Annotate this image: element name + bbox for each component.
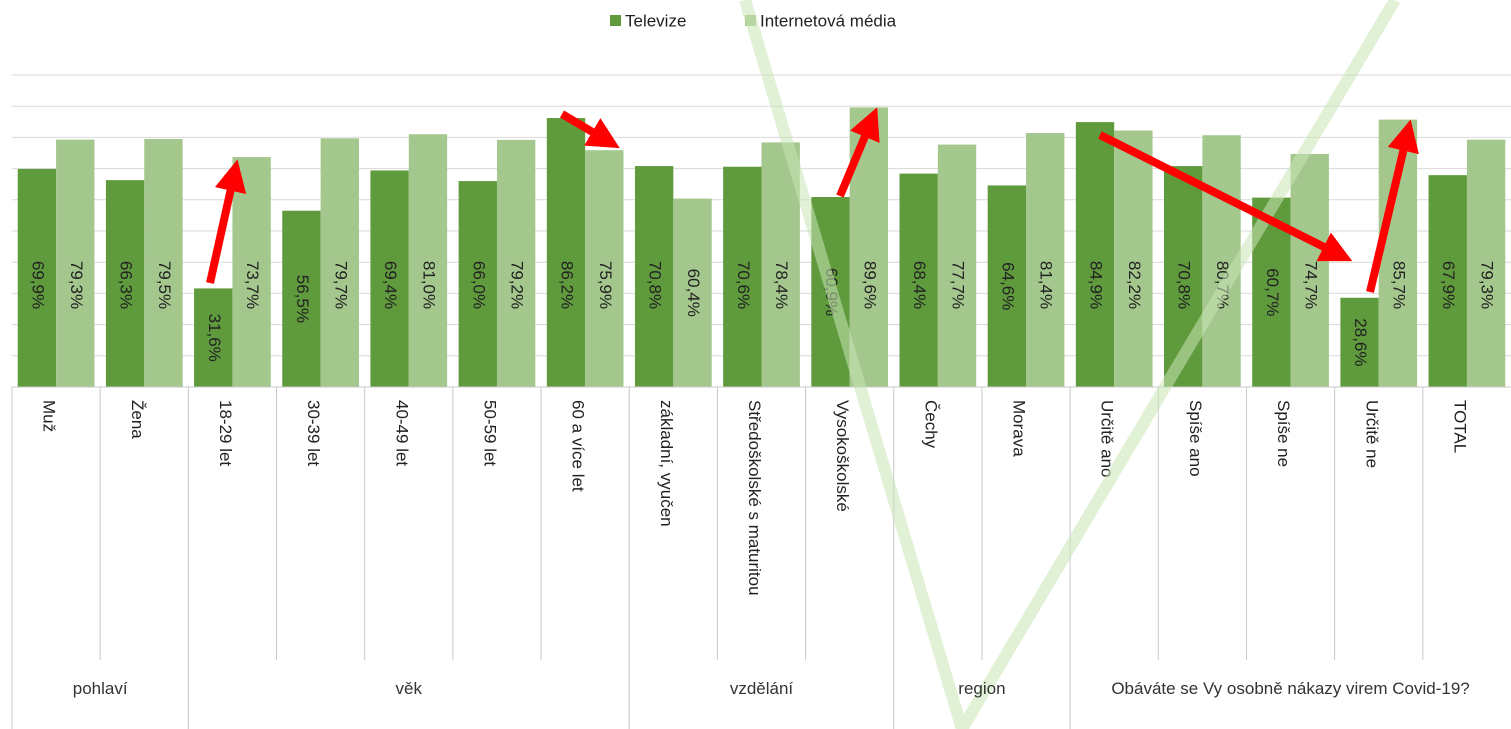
x-tick-label: Žena xyxy=(128,400,147,439)
group-label: vzdělání xyxy=(729,679,794,698)
bar xyxy=(1026,133,1065,387)
data-label: 69,9% xyxy=(28,261,47,309)
bar xyxy=(937,144,977,387)
data-label: 81,0% xyxy=(419,261,438,309)
data-label: 86,2% xyxy=(557,261,576,309)
bar xyxy=(1340,297,1379,387)
bar xyxy=(899,173,938,387)
bar xyxy=(1428,175,1467,387)
group-label: pohlaví xyxy=(72,679,128,698)
x-tick-label: 30-39 let xyxy=(304,400,323,466)
data-label: 60,4% xyxy=(684,269,703,317)
data-label: 31,6% xyxy=(205,314,224,362)
bar xyxy=(370,170,409,387)
x-tick-label: Určitě ne xyxy=(1362,400,1381,468)
legend-label: Televize xyxy=(625,11,686,30)
bar xyxy=(1114,130,1153,387)
bar xyxy=(1075,122,1115,387)
group-label: Obáváte se Vy osobně nákazy virem Covid-… xyxy=(1111,679,1470,698)
bar xyxy=(282,210,321,387)
data-label: 75,9% xyxy=(596,261,615,309)
bar xyxy=(232,157,271,387)
arrow xyxy=(836,107,880,198)
arrow xyxy=(206,159,247,284)
data-label: 68,4% xyxy=(910,261,929,309)
overlay-line xyxy=(739,0,968,729)
bar xyxy=(56,139,95,387)
data-label: 56,5% xyxy=(293,275,312,323)
data-label: 78,4% xyxy=(772,261,791,309)
bar xyxy=(320,138,359,387)
bar xyxy=(458,181,497,387)
x-tick-label: 50-59 let xyxy=(480,400,499,466)
data-label: 66,0% xyxy=(469,261,488,309)
legend-label: Internetová média xyxy=(760,11,897,30)
bar xyxy=(634,166,674,387)
x-tick-label: Středoškolské s maturitou xyxy=(745,400,764,596)
data-label: 82,2% xyxy=(1125,261,1144,309)
x-tick-label: 40-49 let xyxy=(392,400,411,466)
data-label: 67,9% xyxy=(1439,261,1458,309)
bar xyxy=(408,134,448,387)
x-tick-label: TOTAL xyxy=(1450,400,1469,453)
bar xyxy=(1290,153,1329,387)
data-label: 81,4% xyxy=(1037,261,1056,309)
x-tick-label: základní, vyučen xyxy=(657,400,676,527)
arrows xyxy=(206,107,1419,293)
x-tick-label: Spíše ano xyxy=(1186,400,1205,477)
bar xyxy=(17,168,57,387)
arrow xyxy=(1098,131,1353,262)
data-label: 79,7% xyxy=(331,261,350,309)
bar xyxy=(1466,139,1506,387)
data-label: 89,6% xyxy=(860,261,879,309)
bar xyxy=(496,139,536,387)
x-tick-label: 60 a více let xyxy=(569,400,588,492)
data-label: 79,5% xyxy=(155,261,174,309)
bar xyxy=(987,185,1027,387)
bar xyxy=(546,118,586,387)
data-label: 28,6% xyxy=(1351,318,1370,366)
x-tick-label: Morava xyxy=(1010,400,1029,457)
data-label: 85,7% xyxy=(1389,261,1408,309)
data-label: 73,7% xyxy=(243,261,262,309)
bar xyxy=(585,150,624,387)
data-label: 64,6% xyxy=(998,262,1017,310)
data-label: 79,3% xyxy=(67,261,86,309)
data-label: 74,7% xyxy=(1301,261,1320,309)
bar xyxy=(144,138,183,387)
group-label: region xyxy=(958,679,1006,698)
data-label: 66,3% xyxy=(117,261,136,309)
data-label: 84,9% xyxy=(1087,261,1106,309)
data-label: 70,8% xyxy=(1175,261,1194,309)
bar xyxy=(105,180,145,387)
bar xyxy=(723,166,762,387)
data-label: 69,4% xyxy=(381,261,400,309)
overlay-line xyxy=(956,0,1401,729)
x-tick-label: Muž xyxy=(40,400,59,432)
x-tick-label: Spíše ne xyxy=(1274,400,1293,467)
x-tick-label: Čechy xyxy=(921,400,940,449)
x-tick-label: 18-29 let xyxy=(216,400,235,466)
data-label: 60,7% xyxy=(1263,268,1282,316)
bar xyxy=(673,198,712,387)
data-label: 70,6% xyxy=(734,261,753,309)
x-tick-label: Vysokoškolské xyxy=(833,400,852,512)
bar xyxy=(194,288,233,387)
arrow xyxy=(559,110,620,149)
data-label: 79,3% xyxy=(1478,261,1497,309)
arrow xyxy=(1366,119,1419,293)
x-tick-label: Určitě ano xyxy=(1098,400,1117,477)
legend-swatch xyxy=(610,15,621,26)
group-label: věk xyxy=(395,679,423,698)
data-label: 70,8% xyxy=(646,261,665,309)
data-label: 79,2% xyxy=(508,261,527,309)
overlay-v xyxy=(739,0,1401,729)
data-label: 77,7% xyxy=(949,261,968,309)
